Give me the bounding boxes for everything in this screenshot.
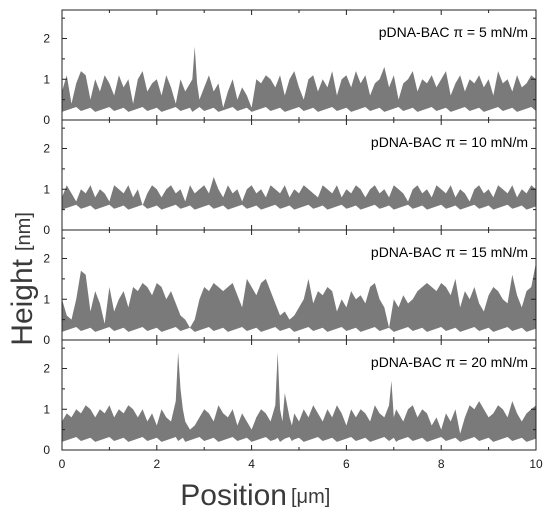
x-tick-label: 0 — [59, 457, 66, 471]
y-tick-label: 2 — [43, 142, 50, 156]
x-axis-label: Position — [180, 479, 287, 512]
y-tick-label: 0 — [43, 443, 50, 457]
y-axis-title: Height [nm] — [6, 212, 39, 346]
panel-label: pDNA-BAC π = 20 mN/m — [371, 354, 528, 370]
y-tick-label: 0 — [43, 113, 50, 127]
panel-3: 0 1 2 pDNA-BAC π = 15 mN/m — [43, 229, 537, 347]
panel-label: pDNA-BAC π = 10 mN/m — [371, 134, 528, 150]
x-tick-labels: 0 2 4 6 8 10 — [59, 457, 543, 471]
y-tick-label: 2 — [43, 362, 50, 376]
height-profile-area — [62, 46, 536, 112]
y-tick-label: 2 — [43, 252, 50, 266]
panel-label: pDNA-BAC π = 15 mN/m — [371, 244, 528, 260]
y-tick-label: 1 — [43, 182, 50, 196]
panel-1: 0 1 2 pDNA-BAC π = 5 mN/m — [43, 9, 537, 127]
y-tick-label: 2 — [43, 32, 50, 46]
x-tick-label: 10 — [529, 457, 543, 471]
height-profile-area — [62, 177, 536, 210]
panel-label: pDNA-BAC π = 5 mN/m — [379, 24, 528, 40]
y-axis-unit: [nm] — [13, 212, 35, 251]
y-tick-label: 0 — [43, 333, 50, 347]
panel-2: 0 1 2 pDNA-BAC π = 10 mN/m — [43, 119, 537, 237]
x-tick-label: 4 — [248, 457, 255, 471]
y-tick-label: 1 — [43, 72, 50, 86]
height-profile-area — [62, 262, 536, 332]
x-axis-title: Position [μm] — [180, 479, 330, 512]
y-axis-label: Height — [6, 258, 39, 345]
x-axis-unit: [μm] — [291, 486, 330, 508]
x-tick-label: 2 — [153, 457, 160, 471]
y-tick-label: 1 — [43, 292, 50, 306]
y-tick-label: 1 — [43, 402, 50, 416]
x-tick-label: 6 — [343, 457, 350, 471]
x-tick-label: 8 — [438, 457, 445, 471]
panel-4: 0 1 2 pDNA-BAC π = 20 mN/m — [43, 339, 537, 457]
height-profile-area — [62, 352, 536, 442]
y-tick-label: 0 — [43, 223, 50, 237]
panels: 0 1 2 pDNA-BAC π = 5 mN/m 0 1 2 pDNA-BAC π = 10… — [43, 9, 537, 457]
